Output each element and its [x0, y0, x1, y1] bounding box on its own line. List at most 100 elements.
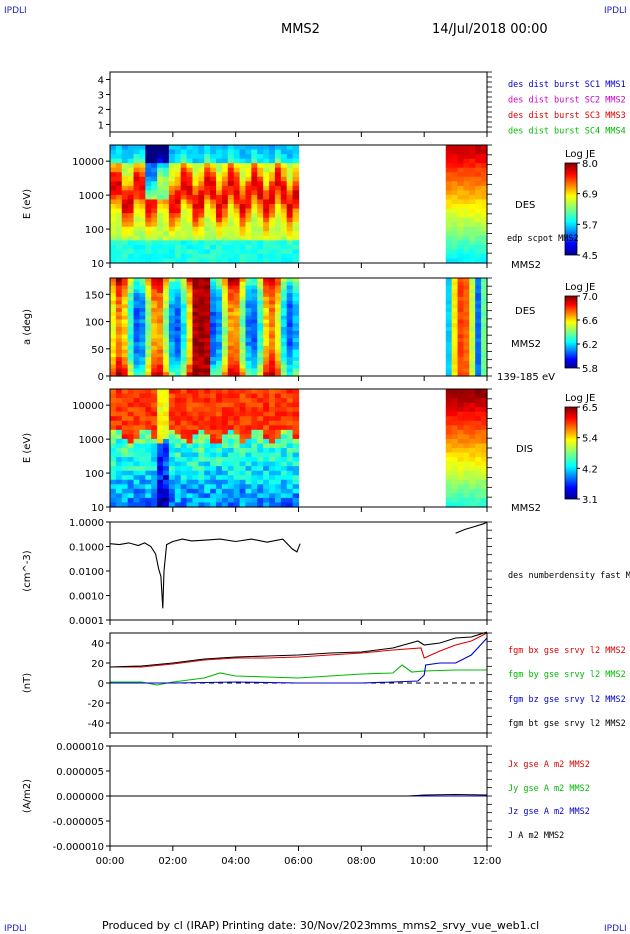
heat-cell — [157, 493, 164, 499]
heat-cell — [251, 222, 258, 228]
heat-cell — [274, 497, 282, 504]
heat-cell — [280, 319, 288, 324]
heat-cell — [245, 461, 252, 467]
heat-cell — [168, 190, 176, 196]
heat-cell — [115, 475, 123, 481]
heat-cell — [233, 222, 241, 228]
heat-cell — [186, 438, 194, 445]
heat-cell — [221, 323, 229, 328]
heat-cell — [204, 457, 211, 463]
heat-cell — [198, 342, 205, 347]
heat-cell — [168, 285, 176, 290]
heat-cell — [445, 349, 453, 354]
y-axis-label: (cm^-3) — [22, 550, 33, 591]
heat-cell — [245, 475, 252, 481]
series-label: Jy gse A m2 MMS2 — [508, 784, 590, 794]
heat-cell — [292, 429, 300, 435]
heat-cell — [139, 304, 146, 309]
heat-cell — [198, 145, 205, 151]
heat-cell — [210, 364, 217, 370]
heat-cell — [245, 420, 252, 426]
heat-cell — [198, 226, 205, 232]
heat-cell — [121, 461, 129, 467]
colorbar-tick-label: 5.4 — [582, 434, 598, 445]
heat-cell — [274, 402, 282, 408]
heat-cell — [186, 258, 194, 264]
heat-cell — [251, 293, 258, 298]
heat-cell — [457, 448, 465, 454]
heat-cell — [227, 411, 235, 417]
heat-cell — [163, 484, 170, 490]
heat-cell — [481, 338, 488, 343]
heat-cell — [227, 357, 235, 362]
heat-cell — [257, 289, 264, 294]
heat-cell — [110, 300, 117, 305]
heat-cell — [121, 235, 129, 241]
heat-cell — [469, 315, 476, 321]
heat-cell — [216, 172, 223, 178]
heat-cell — [251, 420, 258, 426]
heat-cell — [168, 360, 176, 366]
heat-cell — [180, 172, 188, 178]
heat-cell — [257, 452, 264, 458]
heat-cell — [210, 349, 217, 354]
heat-cell — [245, 372, 252, 377]
heat-cell — [457, 466, 465, 472]
heat-cell — [186, 185, 194, 191]
heat-cell — [445, 484, 453, 490]
heat-cell — [233, 323, 241, 328]
heat-cell — [198, 258, 205, 264]
corner-label-tr: IPDLI — [604, 6, 627, 16]
heat-cell — [210, 285, 217, 290]
heat-cell — [204, 293, 211, 298]
heat-cell — [251, 253, 258, 260]
heat-cell — [475, 475, 482, 481]
heat-cell — [227, 425, 235, 431]
heat-cell — [233, 258, 241, 264]
heat-cell — [192, 434, 199, 440]
heat-cell — [463, 154, 470, 160]
heat-cell — [251, 226, 258, 232]
heat-cell — [121, 425, 129, 431]
heat-cell — [475, 407, 482, 413]
heat-cell — [221, 461, 229, 467]
heat-cell — [481, 199, 488, 205]
heat-cell — [163, 475, 170, 481]
heat-cell — [157, 231, 164, 237]
heat-cell — [257, 319, 264, 324]
heat-cell — [463, 493, 470, 499]
heat-cell — [457, 353, 465, 358]
heat-cell — [280, 461, 288, 467]
heat-cell — [174, 167, 182, 173]
heat-cell — [457, 334, 465, 339]
heat-cell — [286, 466, 294, 472]
heat-cell — [475, 311, 482, 317]
heat-cell — [469, 457, 476, 463]
heat-cell — [463, 235, 470, 241]
heat-cell — [157, 330, 164, 336]
heat-cell — [115, 372, 123, 377]
heat-cell — [174, 176, 182, 182]
heat-cell — [133, 226, 141, 232]
heat-cell — [145, 204, 152, 210]
heat-cell — [163, 311, 170, 317]
heat-cell — [127, 368, 135, 373]
heat-cell — [139, 289, 146, 294]
heat-cell — [186, 181, 194, 187]
heat-cell — [145, 167, 152, 173]
heat-cell — [168, 349, 176, 354]
heat-cell — [457, 244, 465, 250]
heat-cell — [157, 479, 164, 485]
heat-cell — [210, 240, 217, 246]
heat-cell — [198, 172, 205, 178]
heat-cell — [233, 315, 241, 321]
heat-cell — [269, 278, 276, 283]
heat-cell — [157, 338, 164, 343]
heat-cell — [115, 226, 123, 232]
heat-cell — [204, 289, 211, 294]
heat-cell — [286, 296, 294, 302]
heat-cell — [481, 158, 488, 164]
heat-cell — [180, 416, 188, 422]
heat-cell — [269, 334, 276, 339]
heat-cell — [210, 338, 217, 343]
